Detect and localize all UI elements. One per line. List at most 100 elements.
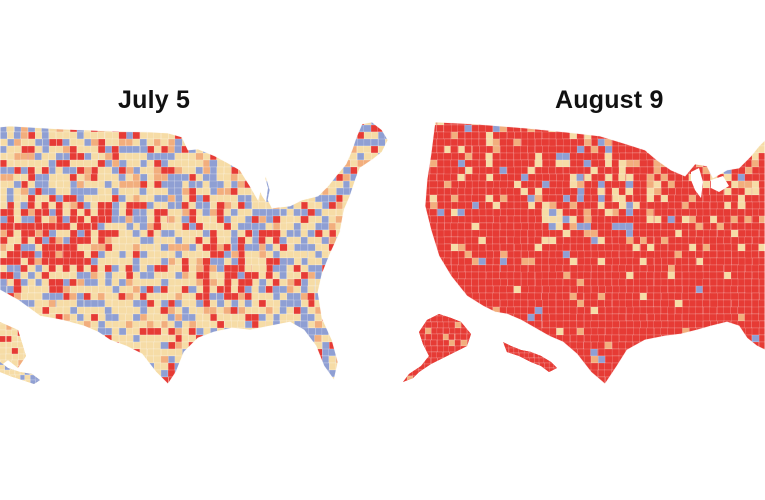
- county-cell: [168, 215, 176, 224]
- county-cell: [619, 362, 634, 371]
- county-cell: [583, 229, 592, 238]
- county-cell: [62, 376, 70, 384]
- county-cell: [139, 138, 148, 147]
- county-cell: [356, 348, 364, 357]
- county-cell: [69, 355, 78, 364]
- county-cell: [640, 362, 648, 371]
- county-cell: [98, 215, 106, 224]
- county-cell: [41, 166, 49, 175]
- county-cell: [583, 348, 592, 357]
- county-cell: [549, 367, 555, 372]
- county-cell: [132, 208, 140, 217]
- county-cell: [147, 145, 155, 154]
- county-cell: [730, 124, 739, 140]
- county-cell: [403, 345, 414, 359]
- county-cell: [90, 122, 106, 126]
- county-cell: [709, 229, 717, 238]
- county-cell: [20, 159, 29, 168]
- county-cell: [118, 152, 127, 161]
- county-cell: [562, 355, 571, 364]
- county-cell: [252, 355, 260, 364]
- county-cell: [737, 138, 753, 147]
- county-cell: [618, 313, 626, 322]
- county-cell: [97, 122, 105, 126]
- county-cell: [611, 122, 620, 133]
- county-cell: [118, 376, 127, 384]
- county-cell: [300, 313, 308, 322]
- county-cell: [696, 348, 711, 357]
- county-cell: [181, 327, 190, 336]
- county-cell: [111, 376, 126, 384]
- county-cell: [111, 292, 120, 301]
- county-cell: [506, 152, 514, 161]
- county-cell: [328, 145, 336, 154]
- county-cell: [591, 236, 599, 245]
- county-cell: [216, 222, 225, 231]
- county-cell: [238, 278, 246, 287]
- county-cell: [69, 341, 78, 350]
- county-cell: [730, 362, 738, 371]
- county-cell: [189, 264, 197, 273]
- county-cell: [454, 369, 461, 382]
- county-cell: [258, 327, 266, 336]
- county-cell: [251, 348, 267, 357]
- county-cell: [695, 145, 703, 154]
- county-cell: [688, 257, 697, 266]
- county-cell: [646, 152, 661, 161]
- county-cell: [188, 122, 197, 126]
- county-cell: [111, 264, 119, 273]
- county-cell: [70, 208, 78, 217]
- county-cell: [737, 152, 746, 161]
- county-cell: [203, 299, 211, 308]
- county-cell: [717, 229, 725, 238]
- county-cell: [472, 152, 480, 161]
- county-cell: [632, 124, 641, 133]
- county-cell: [523, 367, 530, 372]
- county-cell: [315, 383, 330, 384]
- county-cell: [425, 194, 430, 203]
- county-cell: [258, 208, 267, 217]
- county-cell: [34, 145, 42, 154]
- county-cell: [695, 320, 703, 329]
- county-cell: [436, 375, 443, 382]
- county-cell: [731, 122, 739, 126]
- county-cell: [430, 201, 438, 210]
- county-cell: [709, 208, 718, 217]
- county-cell: [357, 236, 365, 245]
- county-cell: [500, 173, 508, 182]
- county-cell: [570, 362, 578, 371]
- county-cell: [76, 271, 84, 280]
- county-cell: [118, 243, 127, 252]
- county-cell: [492, 299, 500, 308]
- county-cell: [62, 145, 71, 154]
- county-cell: [562, 264, 571, 273]
- county-cell: [168, 124, 176, 133]
- county-cell: [105, 292, 113, 301]
- county-cell: [431, 314, 438, 317]
- county-cell: [76, 313, 85, 322]
- county-cell: [457, 138, 465, 147]
- county-cell: [70, 138, 78, 147]
- county-cell: [506, 355, 514, 364]
- county-cell: [265, 152, 281, 161]
- county-cell: [598, 122, 606, 126]
- county-cell: [737, 194, 746, 203]
- county-cell: [230, 369, 238, 378]
- county-cell: [210, 257, 218, 266]
- county-cell: [203, 122, 218, 126]
- county-cell: [364, 383, 372, 384]
- county-cell: [425, 250, 431, 259]
- county-cell: [321, 306, 329, 315]
- county-cell: [454, 363, 461, 377]
- county-cell: [605, 306, 613, 315]
- county-cell: [458, 243, 466, 252]
- county-cell: [146, 122, 154, 126]
- county-cell: [280, 159, 288, 175]
- county-cell: [335, 320, 343, 329]
- county-cell: [520, 208, 528, 217]
- county-cell: [486, 362, 494, 378]
- county-cell: [473, 328, 479, 334]
- county-cell: [139, 124, 148, 133]
- county-cell: [492, 243, 500, 252]
- county-cell: [430, 306, 438, 315]
